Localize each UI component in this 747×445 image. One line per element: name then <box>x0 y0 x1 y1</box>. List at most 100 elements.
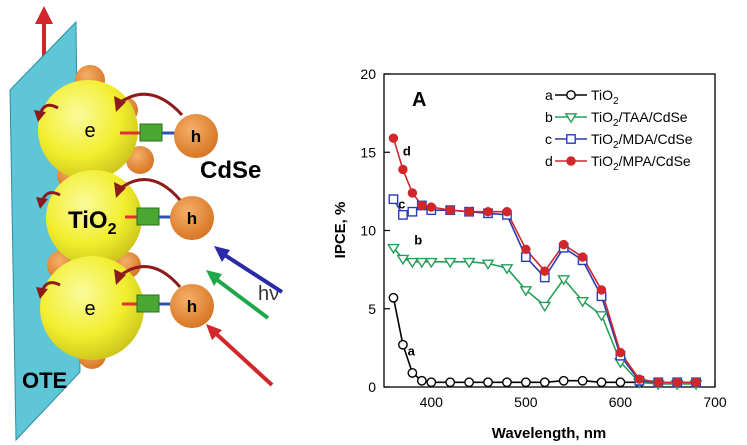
data-point <box>502 377 512 388</box>
data-point <box>672 377 682 388</box>
data-point <box>424 257 438 269</box>
curve-label-a: a <box>408 344 416 359</box>
series-line-d <box>392 137 697 384</box>
tio2-label: TiO2 <box>68 207 117 238</box>
data-point <box>445 377 456 388</box>
data-point <box>634 374 645 384</box>
panel-label: A <box>412 89 426 111</box>
data-point <box>691 377 701 388</box>
data-point <box>483 207 493 217</box>
data-point <box>415 257 429 269</box>
data-point <box>445 205 455 215</box>
data-point <box>521 244 531 254</box>
data-point <box>502 207 512 217</box>
data-point <box>407 188 418 198</box>
series-lines <box>392 137 697 385</box>
data-point <box>566 156 576 166</box>
data-point <box>558 239 569 250</box>
data-point <box>615 377 626 388</box>
data-point <box>416 375 427 386</box>
tio2-particle-top <box>38 80 138 180</box>
electron-transfer-arrowheads-icon <box>34 96 126 299</box>
legend-entry-c: TiO2/MDA/CdSe <box>591 131 693 151</box>
x-axis-label: Wavelength, nm <box>492 425 606 442</box>
data-point <box>520 252 531 263</box>
data-point <box>558 375 569 386</box>
linker-molecules <box>120 123 175 313</box>
y-axis-label: IPCE, % <box>332 202 349 259</box>
legend-entry-a: TiO2 <box>591 87 619 107</box>
hole-label-top: h <box>191 127 201 146</box>
data-point <box>464 377 475 388</box>
photoelectrode-schematic: e e h h h TiO2 CdSe OTE hν <box>9 6 284 442</box>
x-tick-label: 400 <box>420 394 444 410</box>
y-tick-label: 20 <box>360 66 376 82</box>
legend-entry-b: TiO2/TAA/CdSe <box>591 109 688 129</box>
data-point <box>396 254 410 266</box>
legend-key-d: d <box>545 153 553 169</box>
electron-label-top: e <box>84 120 95 142</box>
data-point <box>500 264 514 275</box>
y-tick-label: 0 <box>368 379 376 395</box>
data-point <box>519 286 533 297</box>
curve-labels: a b c d <box>398 143 422 358</box>
data-point <box>564 113 578 124</box>
curve-label-b: b <box>414 233 422 248</box>
legend-key-a: a <box>545 87 553 103</box>
incident-light-green-icon <box>206 270 270 320</box>
incident-light-red-icon <box>206 324 274 387</box>
data-point <box>443 257 457 269</box>
data-point <box>388 133 399 143</box>
y-tick-label: 5 <box>368 301 376 317</box>
cdse-label: CdSe <box>200 157 261 184</box>
legend-key-c: c <box>545 131 552 147</box>
data-point <box>653 377 663 388</box>
series-line-c <box>392 198 697 384</box>
series-markers <box>387 133 703 391</box>
data-point <box>462 257 476 269</box>
data-point <box>576 297 590 308</box>
data-point <box>387 243 400 255</box>
data-point <box>596 285 607 295</box>
y-tick-label: 15 <box>360 144 376 160</box>
data-point <box>481 259 495 270</box>
x-tick-label: 600 <box>609 394 633 410</box>
data-point <box>398 164 408 175</box>
legend: a TiO2 b TiO2/TAA/CdSe c TiO2/MDA/CdSe d TiO2/M… <box>545 87 693 173</box>
incident-light-blue-icon <box>214 246 284 294</box>
data-point <box>407 368 418 378</box>
data-point <box>566 134 576 144</box>
electron-label-bottom: e <box>84 298 95 320</box>
data-point <box>405 257 419 269</box>
data-point <box>540 266 550 276</box>
curve-label-d: d <box>403 143 411 158</box>
data-point <box>426 377 437 388</box>
data-point <box>539 377 550 388</box>
x-tick-label: 500 <box>514 394 538 410</box>
ote-label: OTE <box>22 368 67 393</box>
data-point <box>464 207 474 217</box>
data-point <box>483 377 493 388</box>
data-point <box>595 311 608 322</box>
data-point <box>426 202 436 212</box>
data-point <box>417 200 427 211</box>
data-point <box>566 90 576 100</box>
data-point <box>388 194 399 205</box>
cdse-quantum-dots <box>170 114 218 328</box>
data-point <box>596 377 607 388</box>
x-tick-label: 700 <box>703 394 727 410</box>
data-point <box>577 375 588 386</box>
y-tick-label: 10 <box>360 223 376 239</box>
hole-label-middle: h <box>187 209 197 228</box>
legend-key-b: b <box>545 109 553 125</box>
axis-ticks: 400 500 600 700 0 5 10 15 20 <box>360 66 726 410</box>
legend-entry-d: TiO2/MPA/CdSe <box>591 153 691 173</box>
data-point <box>398 209 408 220</box>
data-point <box>407 206 418 217</box>
hole-label-bottom: h <box>187 297 197 316</box>
data-point <box>557 275 571 286</box>
data-point <box>615 347 626 358</box>
data-point <box>538 301 552 313</box>
